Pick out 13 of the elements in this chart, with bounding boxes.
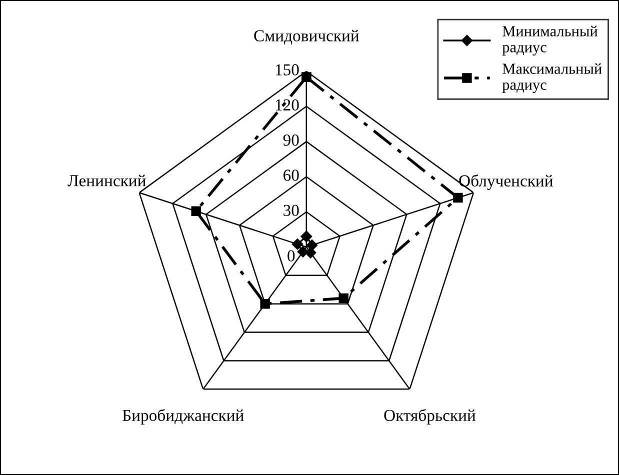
y-tick-label: 90: [283, 134, 299, 146]
spoke-label: Ленинский: [68, 174, 146, 186]
y-tick-label: 30: [284, 204, 299, 216]
spoke-label: Биробиджанский: [122, 408, 244, 424]
y-tick-label: 0: [288, 250, 295, 262]
y-tick-label: 120: [276, 99, 299, 111]
spoke-label: Октябрьский: [384, 408, 476, 424]
y-tick-label: 60: [284, 170, 299, 181]
spoke-label: Облученский: [459, 174, 553, 190]
spoke-label: Смидовичский: [254, 30, 359, 44]
legend-label: Максимальный радиус: [502, 63, 602, 94]
legend-label: Минимальный радиус: [502, 26, 598, 56]
y-tick-label: 150: [276, 64, 299, 76]
